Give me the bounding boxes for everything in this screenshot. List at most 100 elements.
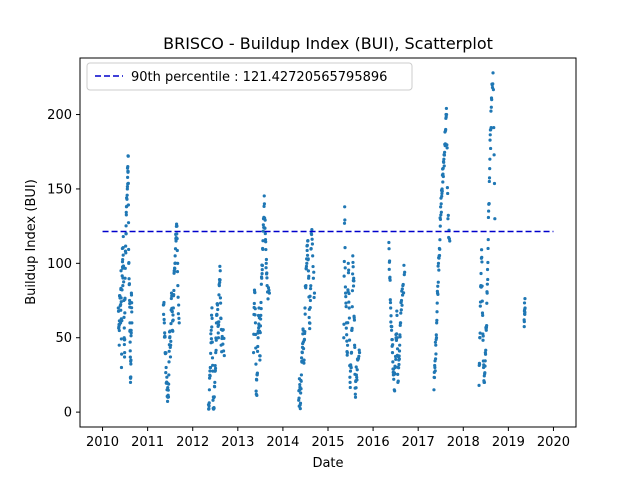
data-point — [253, 313, 257, 317]
data-point — [439, 213, 443, 217]
data-point — [434, 352, 438, 356]
data-point — [442, 153, 447, 157]
legend-label: 90th percentile : 121.42720565795896 — [131, 70, 387, 85]
data-point — [261, 247, 265, 251]
data-point — [128, 340, 132, 344]
data-point — [258, 354, 262, 358]
data-point — [446, 213, 450, 217]
data-point — [260, 263, 265, 268]
data-point — [121, 276, 125, 280]
data-point — [440, 189, 444, 193]
data-point — [439, 210, 443, 214]
data-point — [343, 266, 347, 270]
data-point — [213, 385, 217, 389]
data-point — [478, 362, 482, 366]
data-point — [445, 143, 449, 147]
data-point — [258, 358, 262, 362]
data-point — [355, 368, 359, 372]
data-point — [357, 354, 361, 358]
data-point — [166, 388, 170, 392]
data-point — [218, 296, 223, 300]
data-point — [174, 239, 178, 243]
data-point — [299, 356, 304, 360]
data-point — [177, 316, 181, 320]
data-point — [389, 314, 393, 318]
x-tick-label: 2014 — [266, 435, 299, 450]
data-point — [487, 202, 491, 206]
data-point — [252, 301, 256, 306]
data-point — [348, 375, 352, 379]
data-point — [119, 269, 123, 273]
data-point — [126, 181, 130, 185]
data-point — [263, 218, 267, 222]
data-point — [485, 290, 489, 294]
data-point — [216, 307, 220, 312]
data-point — [264, 240, 268, 244]
data-point — [485, 324, 489, 328]
data-point — [123, 296, 127, 300]
data-point — [121, 257, 125, 262]
data-point — [395, 332, 399, 336]
data-point — [259, 306, 263, 311]
data-point — [175, 270, 180, 274]
data-point — [124, 232, 128, 236]
data-point — [345, 343, 350, 347]
data-point — [437, 253, 442, 258]
data-point — [263, 231, 267, 236]
data-point — [435, 310, 439, 314]
data-point — [353, 395, 358, 399]
data-point — [311, 254, 315, 258]
data-point — [342, 259, 346, 264]
data-point — [343, 218, 347, 222]
data-point — [401, 282, 405, 287]
data-point — [167, 360, 171, 364]
y-tick-label: 100 — [47, 257, 72, 272]
data-point — [392, 377, 396, 381]
data-point — [486, 277, 490, 282]
data-point — [214, 338, 218, 342]
x-tick-label: 2016 — [357, 435, 390, 450]
data-point — [312, 291, 317, 295]
data-point — [254, 389, 258, 393]
data-point — [436, 292, 440, 297]
data-point — [311, 276, 315, 280]
data-point — [302, 358, 306, 362]
x-tick-label: 2015 — [311, 435, 344, 450]
data-point — [435, 301, 439, 305]
data-point — [352, 318, 357, 322]
data-point — [345, 339, 349, 343]
y-tick-label: 200 — [47, 108, 72, 123]
data-point — [522, 301, 527, 305]
data-point — [345, 350, 349, 354]
data-point — [120, 352, 124, 356]
data-point — [435, 321, 439, 325]
data-point — [128, 380, 133, 384]
data-point — [480, 311, 485, 315]
data-point — [221, 342, 225, 346]
data-point — [488, 138, 492, 142]
data-point — [129, 334, 133, 338]
data-point — [346, 261, 350, 265]
data-point — [212, 406, 216, 410]
data-point — [253, 291, 257, 295]
data-point — [352, 276, 356, 280]
data-point — [387, 240, 391, 245]
data-point — [207, 401, 211, 405]
data-point — [124, 210, 128, 214]
data-point — [343, 285, 348, 289]
data-point — [176, 295, 180, 299]
data-point — [436, 261, 441, 265]
data-point — [298, 382, 302, 387]
data-point — [297, 389, 301, 393]
data-point — [167, 349, 171, 353]
data-point — [491, 82, 495, 86]
data-point — [303, 306, 307, 310]
data-point — [389, 306, 393, 310]
data-point — [492, 181, 497, 186]
data-point — [125, 187, 129, 191]
data-point — [165, 375, 169, 379]
data-point — [264, 261, 268, 265]
data-point — [129, 362, 133, 366]
data-point — [388, 278, 392, 282]
data-point — [436, 264, 440, 268]
